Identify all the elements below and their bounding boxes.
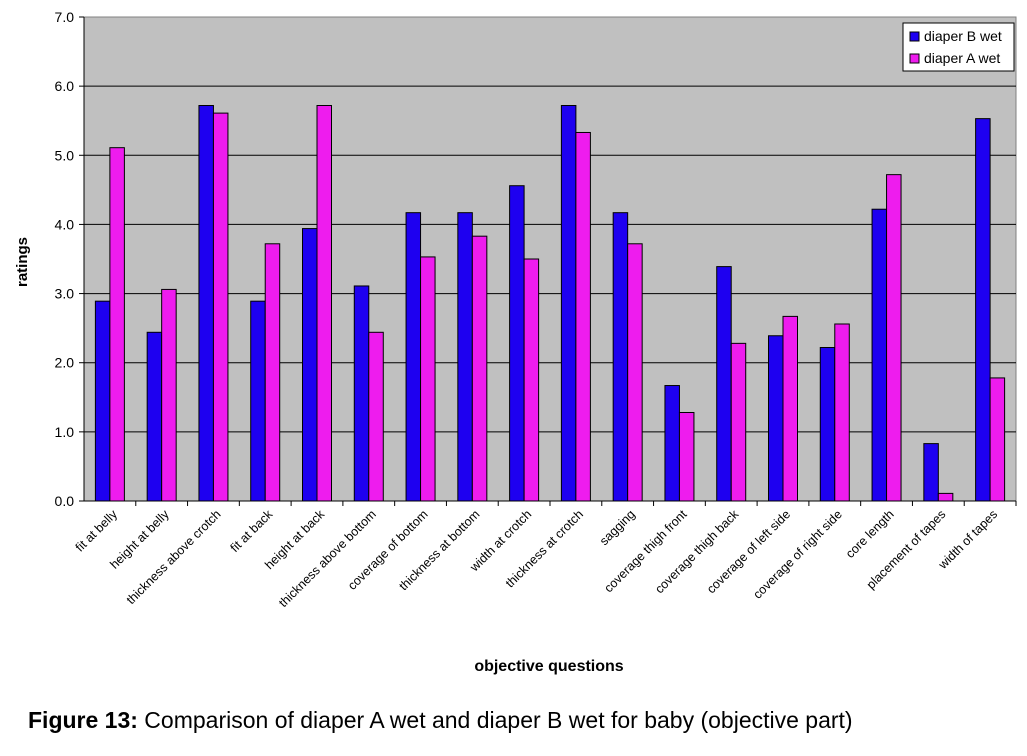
x-tick-label: thickness above bottom xyxy=(276,507,379,610)
legend-swatch xyxy=(909,31,920,42)
bar-diaper-a xyxy=(575,131,591,502)
bar-diaper-b xyxy=(819,347,836,502)
bar-diaper-b xyxy=(250,300,266,502)
bar-diaper-a xyxy=(678,411,695,502)
bar-diaper-a xyxy=(886,174,902,502)
bar-diaper-a xyxy=(834,323,850,502)
bar-diaper-a xyxy=(989,377,1006,502)
figure-caption: Figure 13: Comparison of diaper A wet an… xyxy=(28,707,853,734)
bar-diaper-a xyxy=(627,243,643,502)
y-tick-label: 0.0 xyxy=(55,493,75,509)
y-tick-label: 1.0 xyxy=(55,424,75,440)
bar-diaper-b xyxy=(198,105,214,502)
bar-diaper-b xyxy=(560,105,577,502)
plot-area xyxy=(83,16,1017,502)
bar-diaper-a xyxy=(782,315,798,502)
bar-diaper-b xyxy=(457,212,473,502)
bar-chart: 0.0 1.0 2.0 3.0 4.0 5.0 6.0 7.0 fit at bellyhei… xyxy=(14,9,1017,675)
bar-diaper-a xyxy=(937,492,954,502)
x-tick-label: sagging xyxy=(597,507,638,548)
bar-diaper-b xyxy=(405,212,422,502)
bars xyxy=(94,105,1006,502)
bar-diaper-b xyxy=(716,266,732,502)
bar-diaper-b xyxy=(768,335,784,502)
figure-caption-text: Comparison of diaper A wet and diaper B … xyxy=(137,707,853,733)
legend-label: diaper A wet xyxy=(924,50,1000,66)
x-tick-label: fit at belly xyxy=(73,507,121,555)
bar-diaper-a xyxy=(109,147,125,502)
bar-diaper-b xyxy=(509,185,525,502)
bar-diaper-a xyxy=(212,112,229,502)
bar-diaper-b xyxy=(94,300,111,502)
bar-diaper-b xyxy=(975,118,991,502)
x-tick-label: thickness above crotch xyxy=(124,507,224,607)
bar-diaper-b xyxy=(612,212,629,502)
bar-diaper-b xyxy=(871,208,888,502)
plot-background xyxy=(83,16,1017,502)
x-tick-label: coverage of right side xyxy=(750,507,844,601)
x-tick-label: fit at back xyxy=(228,507,276,555)
y-axis-label: ratings xyxy=(14,237,31,287)
bar-diaper-a xyxy=(471,235,488,502)
y-tick-label: 6.0 xyxy=(55,78,75,94)
legend-box xyxy=(902,22,1015,72)
x-axis-label: objective questions xyxy=(474,658,623,675)
bar-diaper-a xyxy=(161,288,177,502)
bar-diaper-b xyxy=(353,285,370,502)
legend-label: diaper B wet xyxy=(924,28,1002,44)
figure-label: Figure 13: xyxy=(28,707,138,733)
y-tick-label: 3.0 xyxy=(55,286,75,302)
bar-diaper-b xyxy=(302,228,318,502)
legend: diaper B wet diaper A wet xyxy=(902,22,1015,72)
legend-swatch xyxy=(909,53,920,64)
bar-diaper-a xyxy=(264,243,281,502)
bar-diaper-a xyxy=(730,342,747,502)
y-tick-label: 2.0 xyxy=(55,355,75,371)
bar-diaper-a xyxy=(316,105,332,502)
bar-diaper-a xyxy=(523,258,540,502)
bar-diaper-b xyxy=(146,331,163,502)
x-tick-label: core length xyxy=(843,507,897,561)
bar-diaper-b xyxy=(664,385,680,502)
y-tick-label: 5.0 xyxy=(55,147,75,163)
y-tick-label: 4.0 xyxy=(55,216,75,232)
bar-diaper-b xyxy=(923,443,939,502)
bar-diaper-a xyxy=(420,256,436,502)
y-tick-label: 7.0 xyxy=(55,9,75,25)
bar-diaper-a xyxy=(368,331,384,502)
